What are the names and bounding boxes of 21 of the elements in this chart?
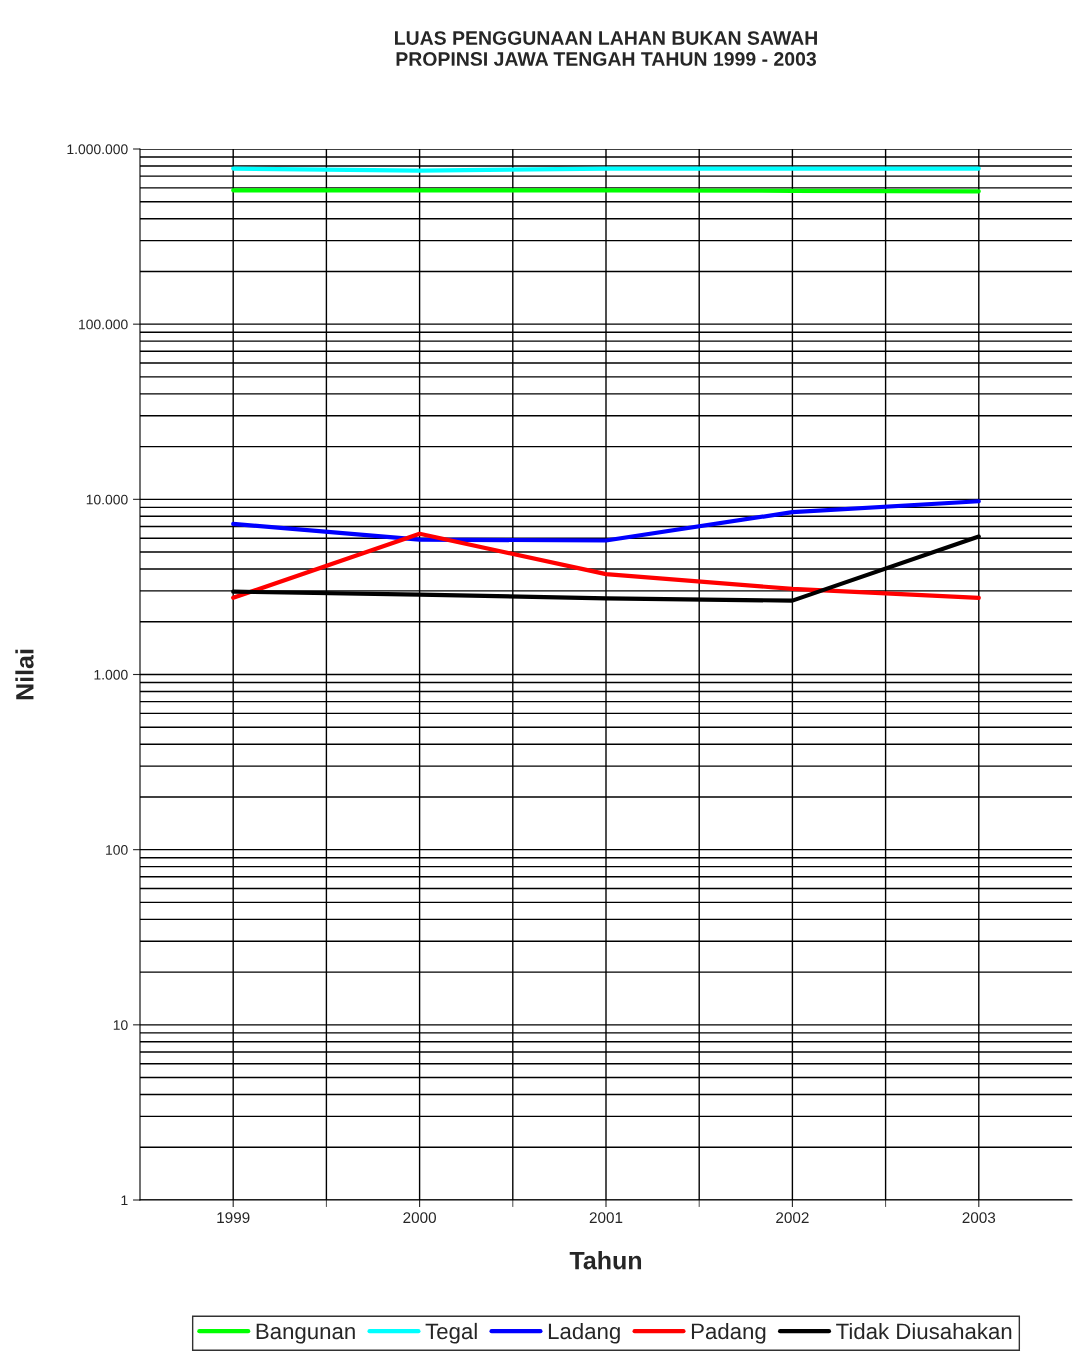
y-axis-title: Nilai <box>15 649 34 700</box>
chart-title: LUAS PENGGUNAAN LAHAN BUKAN SAWAH PROPINSI JAWA TENGAH TAHUN 1999 - 2003 <box>395 31 817 66</box>
legend-label: Tegal <box>425 1322 477 1344</box>
y-tick-label: 100 <box>106 845 128 855</box>
legend-label: Tidak Diusahakan <box>836 1322 1012 1340</box>
y-tick-label: 10 <box>113 1020 128 1030</box>
x-tick-label: 2003 <box>962 1212 996 1224</box>
x-tick-label: 2002 <box>776 1212 809 1224</box>
x-tick-label: 2000 <box>403 1212 436 1224</box>
legend-label: Bangunan <box>256 1323 355 1344</box>
x-tick-label: 2001 <box>589 1212 623 1224</box>
y-tick-label: 1 <box>121 1195 128 1206</box>
x-tick-label: 1999 <box>217 1212 250 1224</box>
y-tick-label: 1.000.000 <box>67 144 128 155</box>
y-tick-label: 100.000 <box>79 319 128 330</box>
y-tick-label: 10.000 <box>86 494 128 505</box>
line-series <box>231 499 981 543</box>
legend-label: Ladang <box>548 1322 620 1344</box>
x-axis-title: Tahun <box>569 1251 642 1270</box>
legend-label: Padang <box>691 1322 766 1344</box>
y-tick-label: 1.000 <box>94 669 128 680</box>
